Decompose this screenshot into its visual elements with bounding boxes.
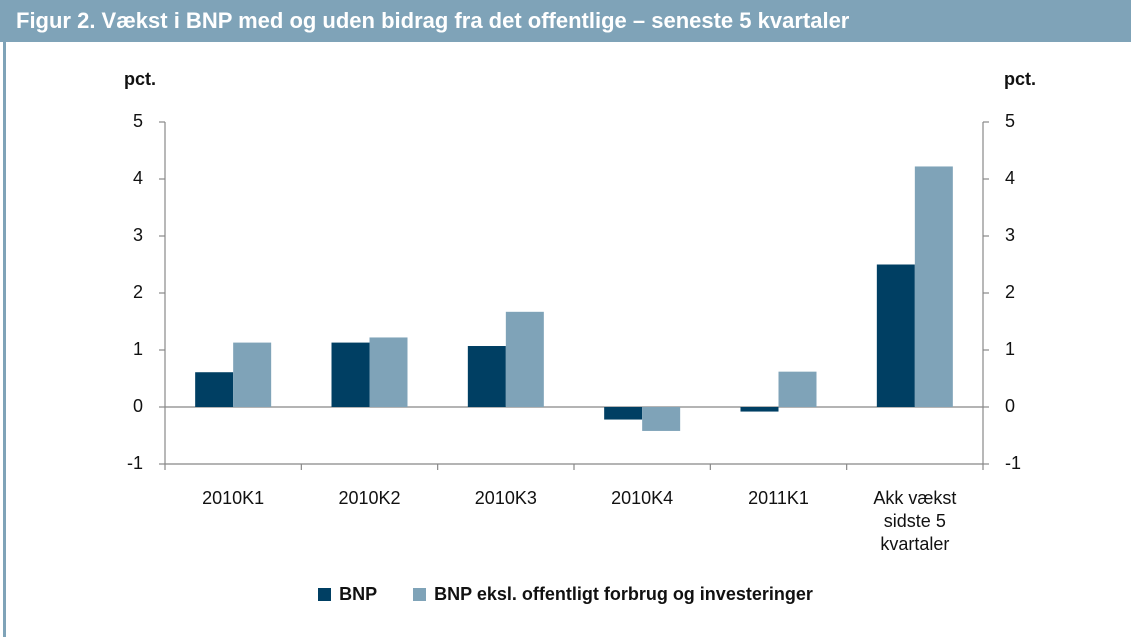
chart-title: Figur 2. Vækst i BNP med og uden bidrag … (0, 0, 1131, 42)
y2-tick-label: 4 (1005, 168, 1015, 188)
bar (740, 407, 779, 412)
y-tick-label: 1 (133, 339, 143, 359)
bar (505, 311, 544, 407)
y-tick-label: 0 (133, 396, 143, 416)
x-tick-label: 2010K2 (338, 488, 401, 508)
bar (467, 346, 506, 407)
bar (369, 337, 408, 407)
x-tick-label: 2011K1 (748, 488, 809, 508)
bar (604, 407, 643, 420)
legend-label: BNP (339, 584, 378, 604)
y-tick-label: -1 (127, 453, 143, 473)
y2-tick-label: -1 (1005, 453, 1021, 473)
y2-tick-label: 3 (1005, 225, 1015, 245)
x-tick-label: Akk vækst sidste 5 kvartaler (873, 488, 957, 554)
y-tick-label: 3 (133, 225, 143, 245)
y-tick-label: 5 (133, 111, 143, 131)
bar (778, 371, 817, 407)
x-tick-label: 2010K3 (474, 488, 537, 508)
y-tick-label: 2 (133, 282, 143, 302)
x-tick-label: 2010K1 (202, 488, 265, 508)
y2-tick-label: 2 (1005, 282, 1015, 302)
y2-tick-label: 5 (1005, 111, 1015, 131)
legend: BNP BNP eksl. offentligt forbrug og inves… (0, 584, 1131, 605)
legend-label: BNP eksl. offentligt forbrug og invester… (434, 584, 813, 604)
legend-item: BNP (318, 584, 377, 605)
frame-rule (3, 42, 6, 637)
bar (331, 342, 370, 407)
bar (914, 166, 953, 407)
y2-axis-label: pct. (1004, 69, 1036, 89)
y2-tick-label: 0 (1005, 396, 1015, 416)
bar (642, 407, 681, 431)
bar (195, 372, 234, 407)
bar (233, 342, 272, 407)
bar (876, 264, 915, 407)
y2-tick-label: 1 (1005, 339, 1015, 359)
x-tick-label: 2010K4 (611, 488, 674, 508)
y-axis-label: pct. (124, 69, 156, 89)
legend-item: BNP eksl. offentligt forbrug og invester… (413, 584, 813, 605)
y-tick-label: 4 (133, 168, 143, 188)
legend-swatch (413, 588, 427, 601)
legend-swatch (318, 588, 332, 601)
